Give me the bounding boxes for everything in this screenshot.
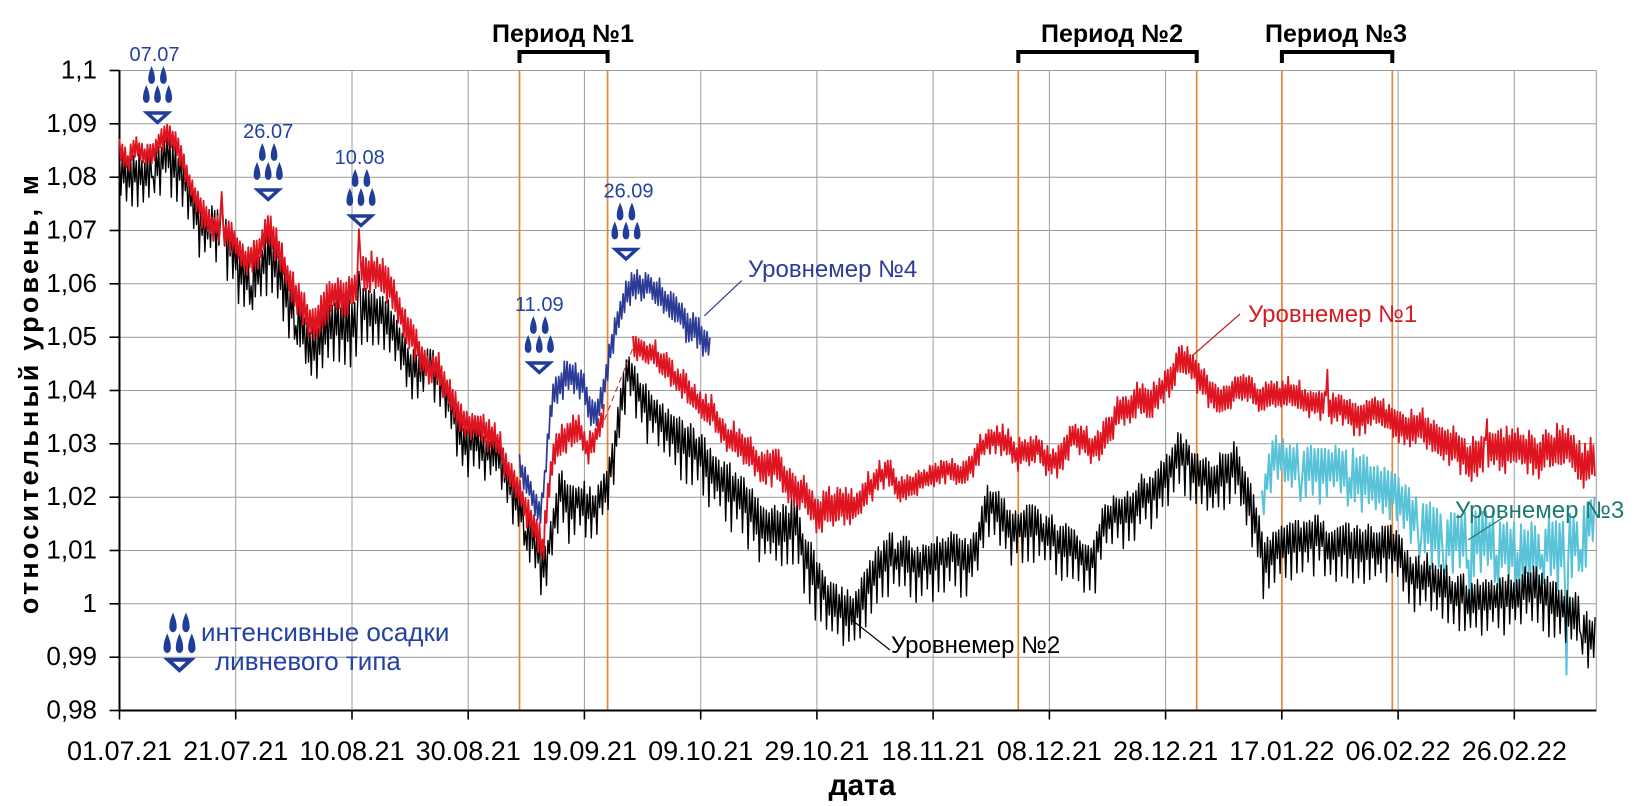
svg-text:06.02.22: 06.02.22 bbox=[1346, 736, 1451, 766]
svg-text:дата: дата bbox=[828, 769, 895, 802]
svg-text:29.10.21: 29.10.21 bbox=[764, 736, 869, 766]
svg-text:Период №1: Период №1 bbox=[492, 20, 634, 48]
svg-text:1,06: 1,06 bbox=[46, 268, 97, 298]
svg-text:18.11.21: 18.11.21 bbox=[882, 736, 985, 766]
svg-text:1: 1 bbox=[83, 588, 97, 618]
svg-text:относительный уровень, м: относительный уровень, м bbox=[14, 172, 44, 614]
svg-text:1,1: 1,1 bbox=[61, 55, 97, 85]
svg-text:17.01.22: 17.01.22 bbox=[1229, 736, 1334, 766]
svg-text:10.08: 10.08 bbox=[335, 147, 385, 169]
svg-text:21.07.21: 21.07.21 bbox=[183, 736, 288, 766]
svg-text:Период №2: Период №2 bbox=[1041, 20, 1183, 48]
svg-text:1,04: 1,04 bbox=[46, 375, 97, 405]
svg-text:1,05: 1,05 bbox=[46, 321, 97, 351]
svg-text:01.07.21: 01.07.21 bbox=[67, 736, 172, 766]
svg-text:08.12.21: 08.12.21 bbox=[997, 736, 1102, 766]
svg-text:0,98: 0,98 bbox=[46, 695, 97, 725]
svg-text:26.09: 26.09 bbox=[603, 181, 653, 203]
svg-text:1,01: 1,01 bbox=[46, 535, 97, 565]
svg-text:Период №3: Период №3 bbox=[1265, 20, 1407, 48]
svg-text:1,03: 1,03 bbox=[46, 428, 97, 458]
svg-text:26.07: 26.07 bbox=[243, 121, 293, 143]
svg-text:Уровнемер №2: Уровнемер №2 bbox=[891, 632, 1060, 659]
svg-text:1,08: 1,08 bbox=[46, 161, 97, 191]
svg-text:26.02.22: 26.02.22 bbox=[1462, 736, 1567, 766]
svg-text:30.08.21: 30.08.21 bbox=[416, 736, 521, 766]
svg-text:07.07: 07.07 bbox=[129, 44, 179, 66]
svg-text:Уровнемер №4: Уровнемер №4 bbox=[748, 256, 917, 283]
svg-text:ливневого типа: ливневого типа bbox=[215, 646, 401, 676]
svg-text:0,99: 0,99 bbox=[46, 641, 97, 671]
svg-text:Уровнемер №1: Уровнемер №1 bbox=[1248, 301, 1417, 328]
svg-text:интенсивные осадки: интенсивные осадки bbox=[201, 617, 449, 647]
svg-text:1,02: 1,02 bbox=[46, 481, 97, 511]
svg-text:11.09: 11.09 bbox=[515, 294, 564, 316]
svg-text:19.09.21: 19.09.21 bbox=[532, 736, 637, 766]
svg-text:09.10.21: 09.10.21 bbox=[648, 736, 753, 766]
svg-text:1,09: 1,09 bbox=[46, 108, 97, 138]
svg-text:1,07: 1,07 bbox=[46, 215, 97, 245]
svg-text:28.12.21: 28.12.21 bbox=[1113, 736, 1218, 766]
svg-text:10.08.21: 10.08.21 bbox=[299, 736, 404, 766]
svg-text:Уровнемер №3: Уровнемер №3 bbox=[1455, 497, 1624, 524]
